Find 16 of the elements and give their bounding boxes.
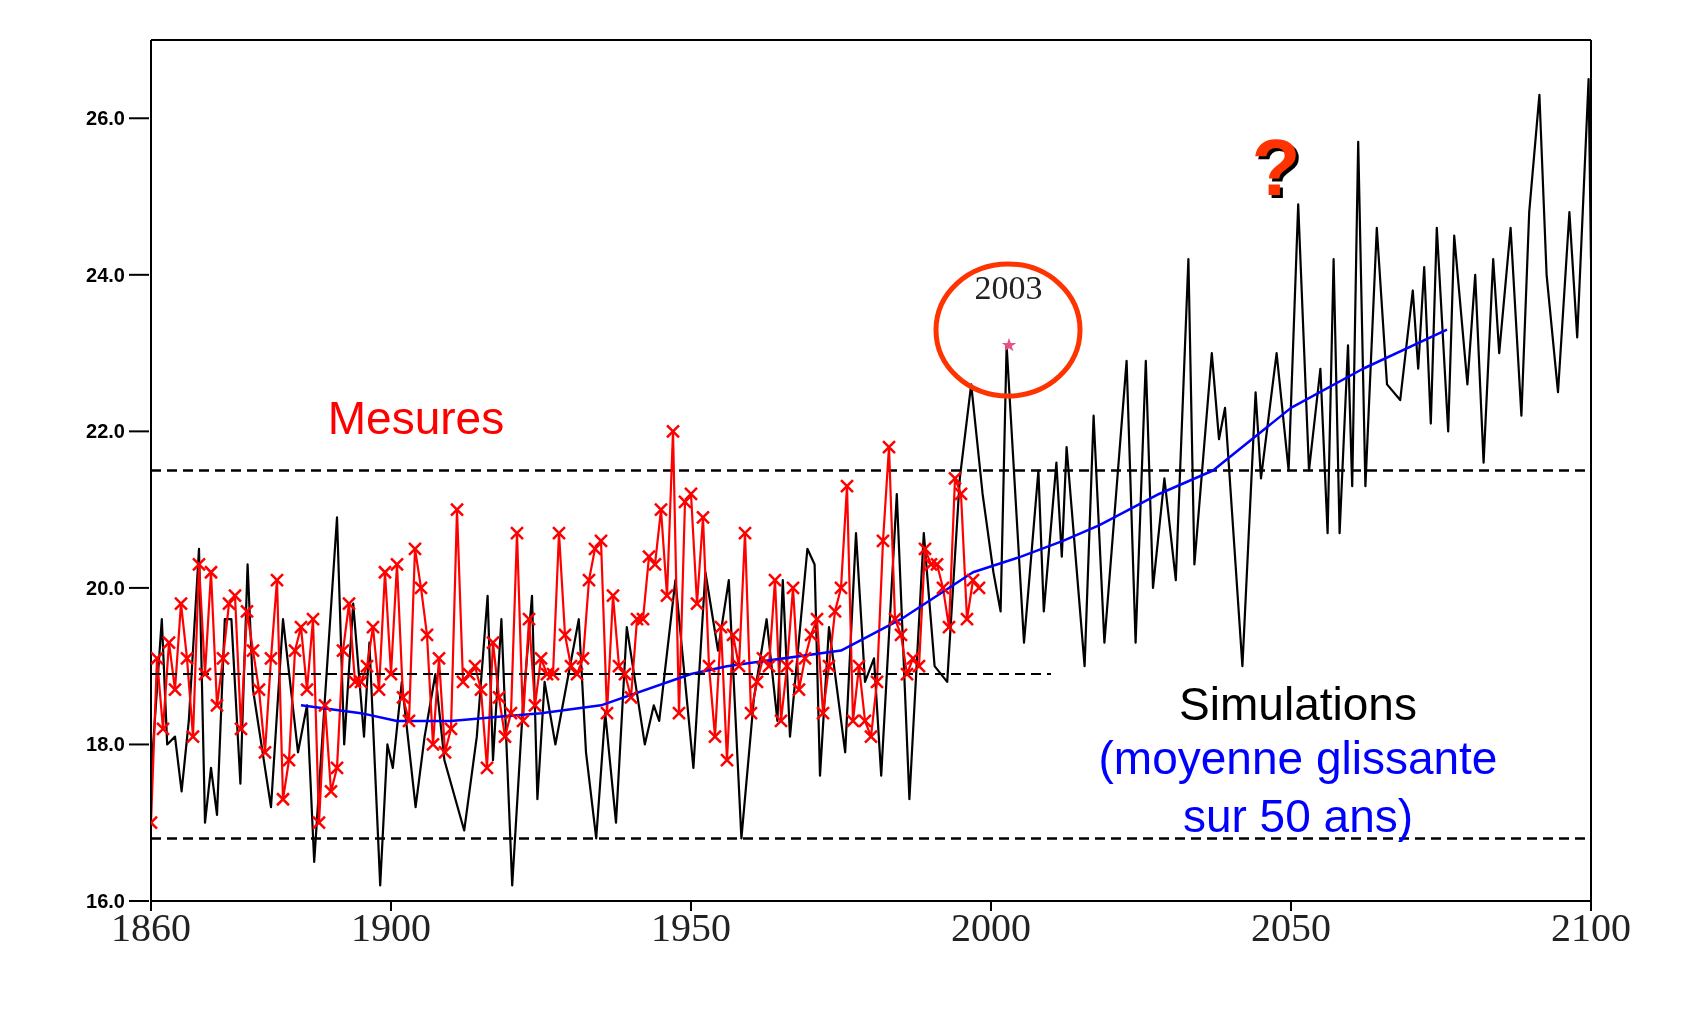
annotation: 2003 [973,269,1044,308]
x-tick-label: 1950 [651,905,731,951]
series-label: Mesures [326,391,506,446]
x-tick-label: 2100 [1551,905,1631,951]
y-tick-label: 26.0 [86,107,125,130]
y-tick-label: 22.0 [86,420,125,443]
y-tick-label: 20.0 [86,576,125,599]
text: (moyenne glissante sur 50 ans) [1097,731,1499,844]
annotation: ? [1250,123,1302,212]
series-label: Simulations [1178,677,1418,732]
x-tick-label: 2050 [1251,905,1331,951]
line-series [299,328,1449,723]
x-tick-label: 2000 [951,905,1031,951]
y-tick-label: 24.0 [86,263,125,286]
x-tick-label: 1900 [351,905,431,951]
y-tick-label: 18.0 [86,733,125,756]
